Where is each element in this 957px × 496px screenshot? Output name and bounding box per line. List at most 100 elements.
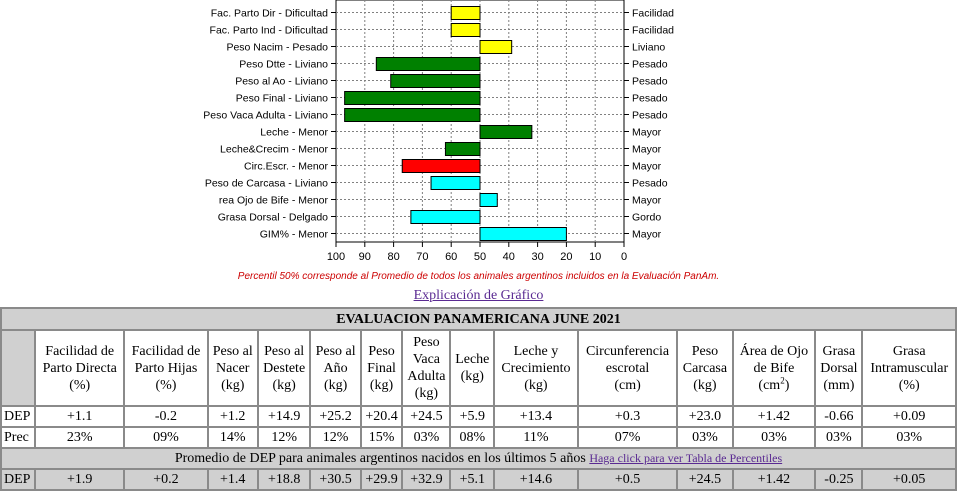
column-header: Leche (kg): [449, 329, 496, 407]
table-cell: 09%: [123, 426, 209, 449]
table-cell: +0.09: [861, 405, 957, 428]
column-header-line: Dorsal: [820, 360, 858, 376]
epd-table-wrap: EVALUACION PANAMERICANA JUNE 2021 Facili…: [0, 307, 957, 491]
bar-6: [344, 108, 481, 122]
table-cell: +32.9: [401, 468, 452, 491]
table-cell: +25.2: [309, 405, 362, 428]
percentile-table-link[interactable]: Haga click para ver Tabla de Percentiles: [589, 451, 783, 465]
x-tick-label: 50: [474, 251, 486, 263]
column-header-line: (kg): [460, 369, 484, 384]
table-cell: +23.0: [676, 405, 734, 428]
bar-right-label: Pesado: [632, 93, 668, 105]
table-cell: +1.42: [731, 405, 817, 428]
column-header-line: Parto Directa: [42, 360, 117, 376]
column-header-line: Grasa: [822, 343, 856, 359]
table-cell: 08%: [449, 426, 496, 449]
column-header-line: (%): [69, 377, 91, 393]
column-header-line: (kg): [323, 377, 348, 393]
table-cell: +14.6: [493, 468, 579, 491]
column-header-line: Peso: [368, 343, 395, 359]
bar-left-label: GIM% - Menor: [260, 229, 329, 241]
bar-left-label: Circ.Escr. - Menor: [244, 161, 329, 173]
table-cell: +1.2: [206, 405, 259, 428]
bar-left-label: Fac. Parto Ind - Dificultad: [210, 25, 329, 37]
column-header: Grasa Dorsal (mm): [814, 329, 864, 407]
column-header-line: Final: [367, 360, 396, 376]
column-header-line: (kg): [693, 377, 717, 393]
column-header: Grasa Intramuscular (%): [861, 329, 957, 407]
column-header-line: Área de Ojo: [739, 343, 809, 359]
table-cell: +24.5: [401, 405, 452, 428]
bar-right-label: Pesado: [632, 76, 668, 88]
bar-5: [344, 91, 481, 105]
table-cell: -0.66: [814, 405, 864, 428]
table-cell: +5.1: [449, 468, 496, 491]
table-header-row: Facilidad de Parto Directa (%) Facilidad de…: [0, 329, 957, 407]
epd-table: EVALUACION PANAMERICANA JUNE 2021 Facili…: [0, 307, 957, 491]
column-header-line: Facilidad de: [131, 343, 201, 359]
average-caption: Promedio de DEP para animales argentinos…: [0, 447, 957, 470]
bar-right-label: Mayor: [632, 161, 662, 173]
table-cell: -0.2: [123, 405, 209, 428]
table-cell: 15%: [359, 426, 404, 449]
column-header-line: (kg): [221, 377, 245, 393]
x-tick-label: 10: [589, 251, 601, 263]
bar-right-label: Liviano: [632, 42, 665, 54]
table-cell: +1.1: [33, 405, 126, 428]
x-tick-label: 20: [560, 251, 572, 263]
column-header-line: (cm): [614, 377, 641, 393]
table-cell: 03%: [676, 426, 734, 449]
table-cell: +0.2: [123, 468, 209, 491]
bar-left-label: Leche - Menor: [260, 127, 328, 139]
column-header: Peso Carcasa (kg): [676, 329, 734, 407]
column-header-line: (kg): [369, 377, 394, 393]
bar-13: [479, 227, 567, 241]
column-header-line: Grasa: [892, 343, 926, 359]
area-unit: (cm: [758, 377, 781, 393]
bar-left-label: Leche&Crecim - Menor: [220, 144, 328, 156]
column-header-line: Peso al: [212, 343, 253, 359]
area-unit-close: ): [784, 377, 790, 393]
bar-left-label: Peso Vaca Adulta - Liviano: [203, 110, 328, 122]
column-header-line: (kg): [272, 377, 296, 393]
x-tick-label: 60: [445, 251, 457, 263]
table-cell: +0.5: [576, 468, 679, 491]
column-header-line: Intramuscular: [870, 360, 949, 376]
row-label: DEP: [0, 405, 36, 428]
bar-1: [450, 23, 481, 37]
table-cell: +18.8: [256, 468, 312, 491]
table-row-average-dep: DEP +1.9 +0.2 +1.4 +18.8 +30.5 +29.9 +32.9 +5.1 +…: [0, 468, 957, 491]
bar-right-label: Facilidad: [632, 25, 674, 37]
x-tick-label: 80: [387, 251, 399, 263]
table-row-dep: DEP +1.1 -0.2 +1.2 +14.9 +25.2 +20.4 +24.5 +5.9 +…: [0, 405, 957, 428]
column-header-line: Crecimiento: [501, 360, 571, 376]
table-cell: 03%: [401, 426, 452, 449]
column-header: Facilidad de Parto Hijas (%): [123, 329, 209, 407]
column-header: Peso Vaca Adulta (kg): [401, 329, 452, 407]
table-cell: +1.4: [206, 468, 259, 491]
bar-right-label: Facilidad: [632, 8, 674, 20]
column-header-line: (%): [898, 377, 920, 393]
x-tick-label: 40: [503, 251, 515, 263]
percentile-chart: 100 90 80 70 60 50 40 30 20 10 0 Fac. Parto Dir - D…: [203, 0, 674, 263]
table-cell: 23%: [33, 426, 126, 449]
column-header-line: Facilidad de: [45, 343, 115, 359]
column-header-line: Peso: [691, 343, 719, 359]
column-header-line: (%): [155, 377, 177, 393]
column-header-line: Nacer: [216, 360, 250, 376]
column-header-line: Vaca: [412, 352, 441, 367]
bar-9: [401, 159, 481, 173]
table-cell: +0.3: [576, 405, 679, 428]
table-cell: +14.9: [256, 405, 312, 428]
table-cell: 12%: [309, 426, 362, 449]
header-corner: [0, 329, 36, 407]
table-cell: +13.4: [493, 405, 579, 428]
bar-right-label: Mayor: [632, 229, 662, 241]
table-cell: +30.5: [309, 468, 362, 491]
table-row-prec: Prec 23% 09% 14% 12% 12% 15% 03% 08% 11% 07% 03% 03%…: [0, 426, 957, 449]
table-cell: +20.4: [359, 405, 404, 428]
table-cell: +1.42: [731, 468, 817, 491]
table-cell: 11%: [493, 426, 579, 449]
explain-chart-link[interactable]: Explicación de Gráfico: [413, 288, 544, 303]
column-header-line: (kg): [414, 386, 439, 401]
